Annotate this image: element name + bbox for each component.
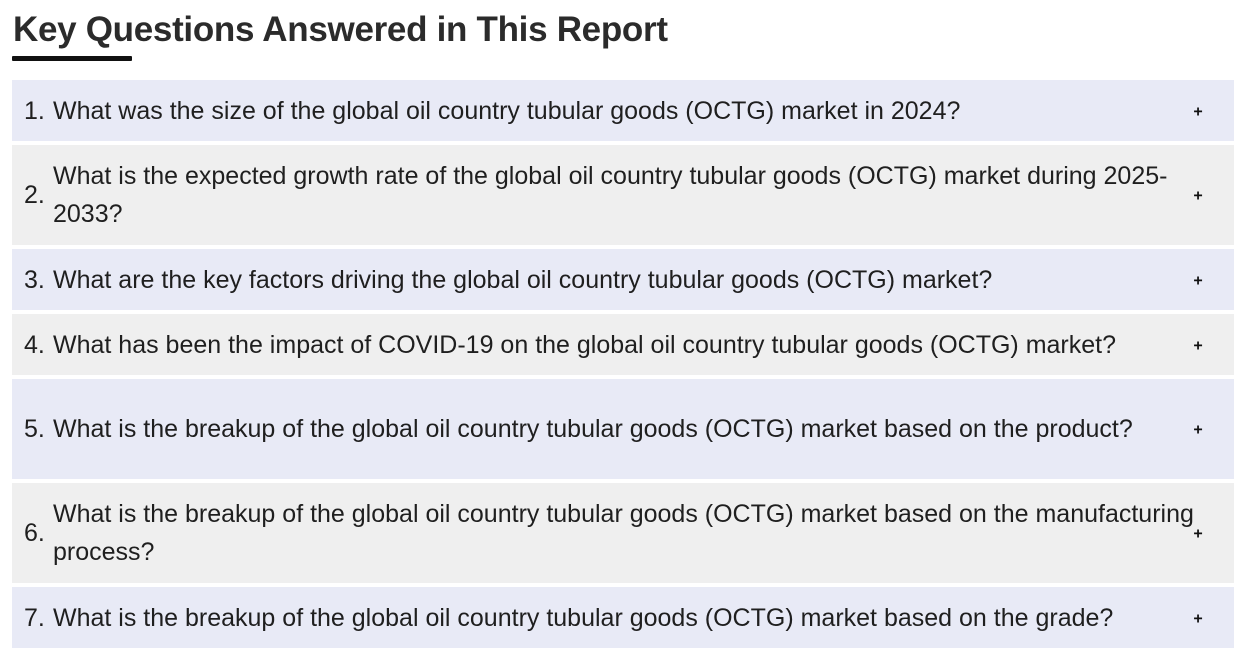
section-title: Key Questions Answered in This Report [13, 10, 668, 49]
faq-item-4[interactable]: 4. What has been the impact of COVID-19 … [12, 314, 1234, 375]
faq-question: What has been the impact of COVID-19 on … [53, 330, 1117, 359]
faq-item-1[interactable]: 1. What was the size of the global oil c… [12, 80, 1234, 141]
faq-number: 4. [24, 330, 45, 359]
plus-icon[interactable]: + [1193, 102, 1203, 120]
plus-icon[interactable]: + [1193, 271, 1203, 289]
faq-question: What was the size of the global oil coun… [53, 96, 961, 125]
faq-question: What is the breakup of the global oil co… [53, 500, 1194, 566]
faq-item-7[interactable]: 7. What is the breakup of the global oil… [12, 587, 1234, 648]
faq-number: 7. [24, 603, 45, 632]
faq-item-3[interactable]: 3. What are the key factors driving the … [12, 249, 1234, 310]
faq-number: 6. [24, 519, 45, 547]
faq-number: 1. [24, 96, 45, 125]
faq-question: What is the expected growth rate of the … [53, 162, 1168, 228]
plus-icon[interactable]: + [1193, 421, 1203, 439]
faq-item-2[interactable]: 2. What is the expected growth rate of t… [12, 145, 1234, 245]
faq-question: What is the breakup of the global oil co… [53, 603, 1114, 632]
plus-icon[interactable]: + [1193, 336, 1203, 354]
plus-icon[interactable]: + [1193, 609, 1203, 627]
faq-question: What is the breakup of the global oil co… [53, 415, 1133, 443]
faq-number: 3. [24, 265, 45, 294]
title-underline [12, 56, 132, 61]
plus-icon[interactable]: + [1193, 187, 1203, 205]
plus-icon[interactable]: + [1193, 525, 1203, 543]
faq-question: What are the key factors driving the glo… [53, 265, 993, 294]
faq-item-5[interactable]: 5. What is the breakup of the global oil… [12, 379, 1234, 479]
faq-item-6[interactable]: 6. What is the breakup of the global oil… [12, 483, 1234, 583]
faq-number: 5. [24, 415, 45, 443]
faq-list: 1. What was the size of the global oil c… [12, 80, 1234, 652]
faq-number: 2. [24, 181, 45, 209]
